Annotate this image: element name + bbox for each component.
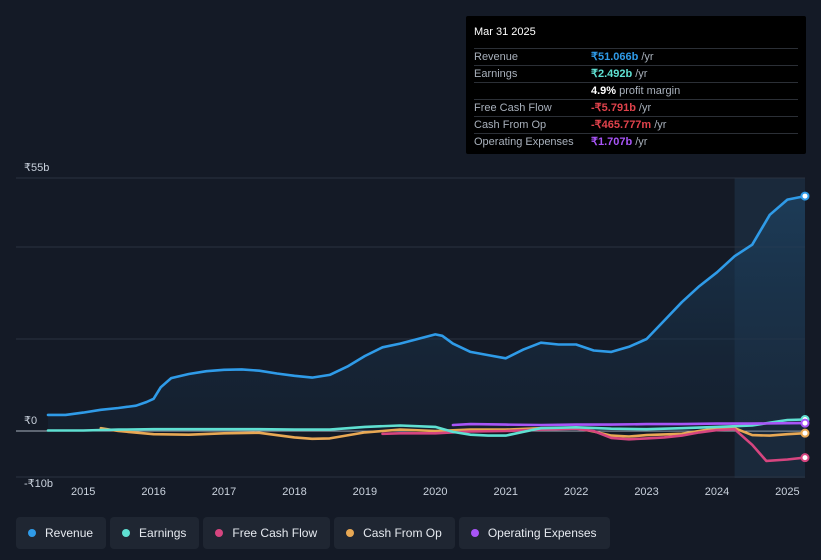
tooltip-row-unit: profit margin <box>619 85 681 97</box>
legend-label: Free Cash Flow <box>232 526 318 540</box>
tooltip-row: Operating Expenses ₹1.707b/yr <box>474 133 798 150</box>
operating-expenses-end-marker <box>800 418 810 428</box>
tooltip-row-value: -₹5.791b <box>591 102 636 114</box>
y-tick-label: ₹55b <box>24 162 49 174</box>
tooltip-row-value: ₹51.066b <box>591 51 639 63</box>
legend-dot-icon <box>470 529 479 537</box>
legend-item[interactable]: Cash From Op <box>334 517 455 549</box>
tooltip-row-unit: /yr <box>654 119 667 131</box>
earnings-line <box>46 418 807 437</box>
tooltip-row-label <box>474 83 591 99</box>
revenue-end-marker <box>800 191 810 201</box>
x-tick-label: 2021 <box>493 486 517 498</box>
legend-label: Operating Expenses <box>487 526 597 540</box>
x-tick-label: 2016 <box>141 486 165 498</box>
legend-item[interactable]: Earnings <box>110 517 200 549</box>
cash-from-op-end-marker <box>800 428 810 438</box>
tooltip-panel: Mar 31 2025 Revenue ₹51.066b/yr Earnings ₹2… <box>466 16 806 154</box>
x-tick-label: 2025 <box>775 486 799 498</box>
x-tick-label: 2017 <box>212 486 236 498</box>
legend-item[interactable]: Operating Expenses <box>458 517 610 549</box>
tooltip-row-unit: /yr <box>638 102 652 114</box>
tooltip-row-value: -₹465.777m <box>591 119 652 131</box>
legend-label: Revenue <box>45 526 94 540</box>
tooltip-row: 4.9% profit margin <box>474 82 798 99</box>
legend-label: Cash From Op <box>363 526 442 540</box>
tooltip-row-value: ₹2.492b <box>591 68 633 80</box>
tooltip-row-label: Earnings <box>474 68 518 80</box>
legend-dot-icon <box>122 529 131 537</box>
tooltip-row-value: ₹1.707b <box>591 136 633 148</box>
tooltip-row-label: Revenue <box>474 51 519 63</box>
tooltip-row: Free Cash Flow -₹5.791b/yr <box>474 99 798 116</box>
tooltip-date: Mar 31 2025 <box>474 26 536 38</box>
x-tick-label: 2024 <box>705 486 729 498</box>
operating-expenses-line <box>451 421 807 427</box>
x-tick-label: 2023 <box>634 486 658 498</box>
tooltip-row: Cash From Op -₹465.777m/yr <box>474 116 798 133</box>
revenue-line <box>46 194 807 417</box>
x-tick-label: 2018 <box>282 486 306 498</box>
y-tick-label: ₹0 <box>24 415 37 427</box>
legend-item[interactable]: Free Cash Flow <box>203 517 331 549</box>
legend-dot-icon <box>28 529 36 537</box>
legend-dot-icon <box>346 529 355 537</box>
tooltip-row-value: 4.9% <box>591 85 617 97</box>
free-cash-flow-line <box>381 427 807 463</box>
tooltip-row-unit: /yr <box>641 51 654 63</box>
tooltip-row-unit: /yr <box>635 68 648 80</box>
y-tick-label: -₹10b <box>24 478 53 490</box>
legend: Revenue Earnings Free Cash Flow Cash From O… <box>16 517 610 549</box>
legend-dot-icon <box>215 529 224 537</box>
tooltip-row-label: Free Cash Flow <box>474 102 552 114</box>
legend-item[interactable]: Revenue <box>16 517 107 549</box>
tooltip-row-label: Cash From Op <box>474 119 547 131</box>
x-tick-label: 2020 <box>423 486 447 498</box>
x-tick-label: 2015 <box>71 486 95 498</box>
tooltip-row: Revenue ₹51.066b/yr <box>474 48 798 65</box>
x-tick-label: 2019 <box>353 486 377 498</box>
tooltip-row-label: Operating Expenses <box>474 136 574 148</box>
tooltip-row: Earnings ₹2.492b/yr <box>474 65 798 82</box>
x-tick-label: 2022 <box>564 486 588 498</box>
tooltip-row-unit: /yr <box>635 136 648 148</box>
free-cash-flow-end-marker <box>800 453 810 463</box>
revenue-area <box>48 196 805 431</box>
legend-label: Earnings <box>139 526 187 540</box>
